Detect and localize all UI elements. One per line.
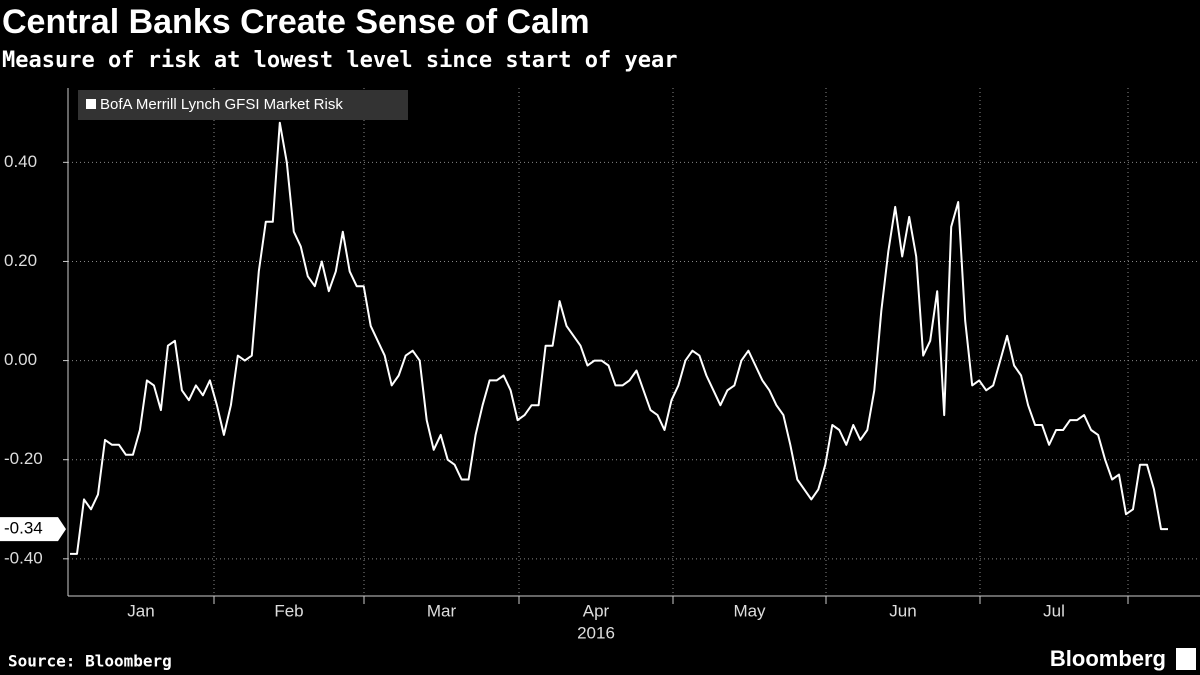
x-tick-label: Jun	[889, 601, 916, 620]
legend-label: BofA Merrill Lynch GFSI Market Risk	[100, 96, 343, 113]
chart-title: Central Banks Create Sense of Calm	[2, 3, 590, 41]
y-tick-label: 0.40	[4, 152, 37, 171]
last-value-flag	[0, 517, 66, 542]
y-tick-label: -0.40	[4, 548, 43, 567]
x-tick-label: Jul	[1043, 601, 1065, 620]
legend-box	[78, 90, 408, 120]
source: Source: Bloomberg	[8, 652, 172, 671]
legend-swatch	[86, 99, 96, 109]
last-value-label: -0.34	[4, 519, 43, 538]
brand: Bloomberg	[1050, 646, 1166, 671]
x-tick-label: Feb	[274, 601, 303, 620]
plot: 0.40 0.20 0.00 -0.20 -0.40 Jan Feb Mar Apr May Jun…	[0, 88, 1200, 642]
x-tick-label: Apr	[583, 601, 610, 620]
x-tick-label: May	[733, 601, 766, 620]
y-tick-label: 0.00	[4, 350, 37, 369]
y-tick-label: -0.20	[4, 449, 43, 468]
x-tick-label: Mar	[427, 601, 457, 620]
brand-icon	[1176, 648, 1196, 670]
x-axis-label: 2016	[577, 623, 615, 642]
chart-subtitle: Measure of risk at lowest level since st…	[2, 48, 678, 73]
y-tick-label: 0.20	[4, 251, 37, 270]
x-tick-label: Jan	[127, 601, 154, 620]
line	[70, 121, 1168, 555]
